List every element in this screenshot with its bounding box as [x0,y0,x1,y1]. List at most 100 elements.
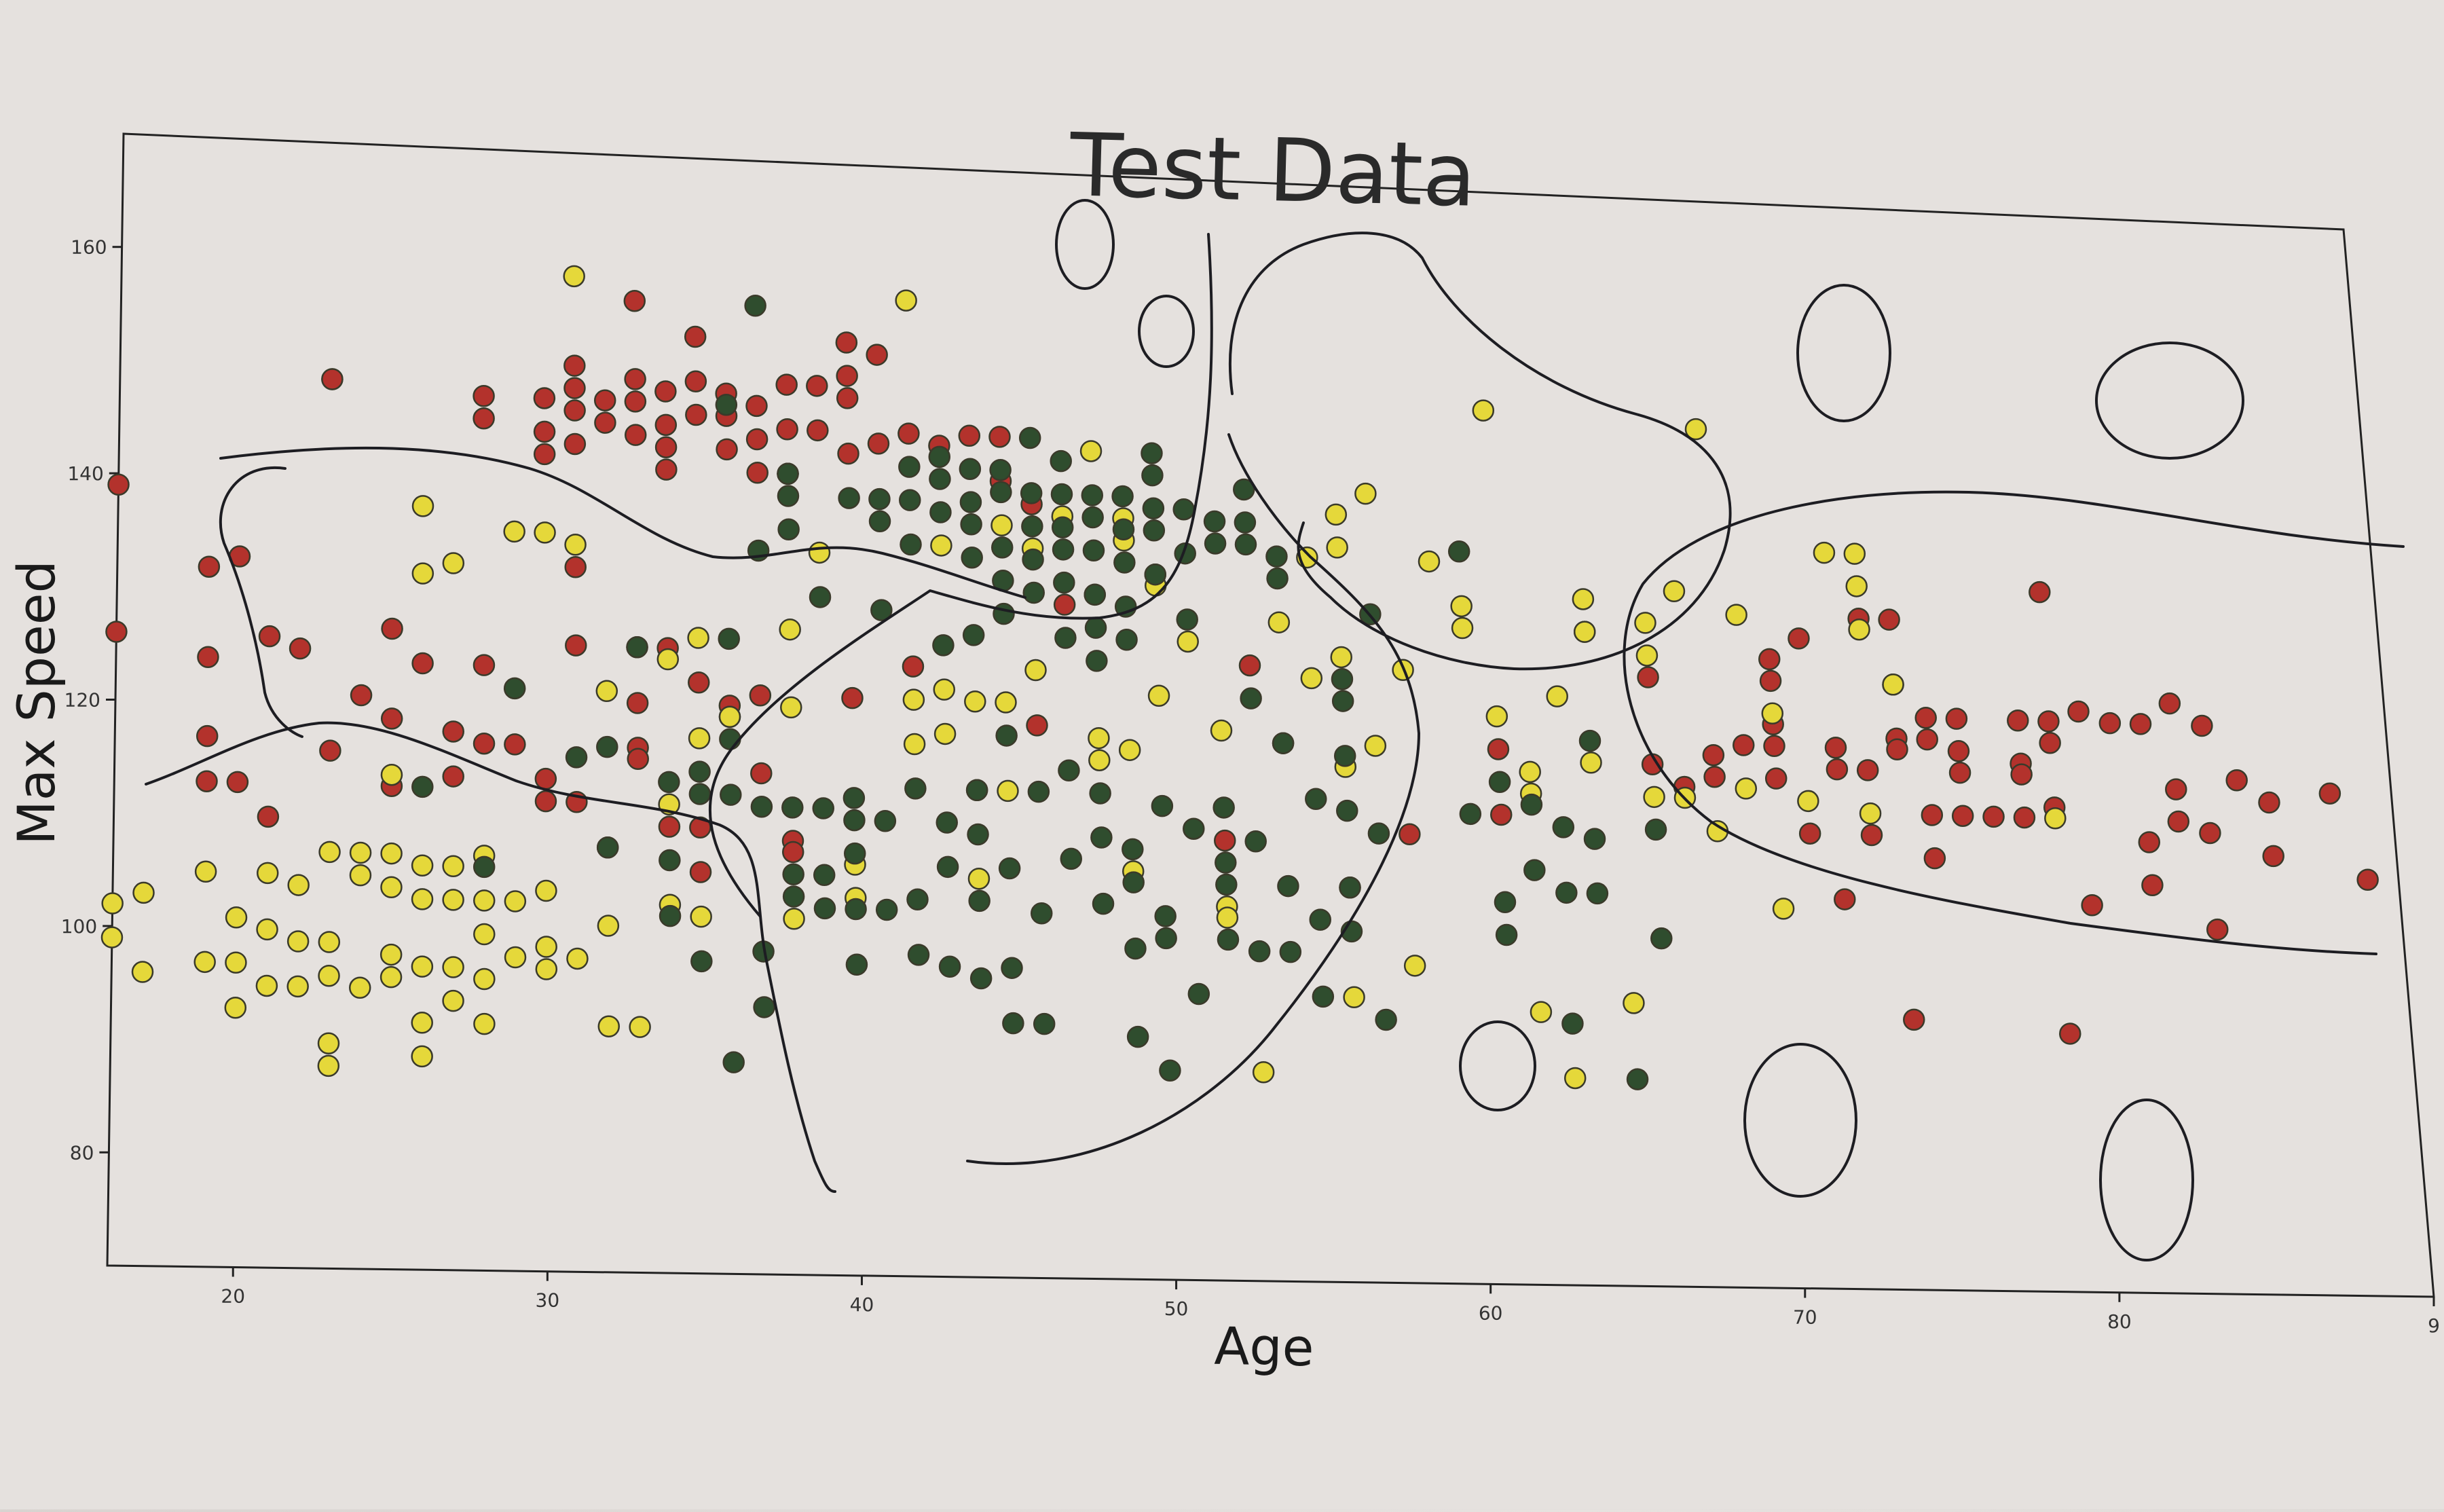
data-point-green [1082,539,1105,562]
data-point-red [1951,805,1974,827]
data-point-yellow [504,946,527,969]
data-point-yellow [1635,644,1659,667]
data-point-red [867,432,890,455]
data-point-green [781,796,804,819]
data-point-yellow [100,926,124,948]
data-point-red [716,438,738,461]
data-point-green [907,944,930,966]
data-point-yellow [2044,807,2067,830]
data-point-red [533,443,556,466]
data-point-red [257,805,280,828]
data-point-red [1903,1008,1925,1031]
data-point-red [380,707,403,730]
data-point-red [563,399,586,422]
data-point-green [868,510,891,533]
data-point-yellow [1859,802,1882,825]
data-point-yellow [193,951,216,974]
data-point-yellow [1343,986,1365,1009]
data-point-red [1923,847,1946,870]
data-point-green [722,1051,745,1073]
data-point-green [1081,484,1104,506]
data-point-green [1367,822,1390,845]
data-point-red [442,720,464,743]
data-point-green [959,458,982,480]
data-point-yellow [1252,1061,1275,1084]
data-point-red [1764,767,1788,790]
data-point-yellow [504,890,527,912]
data-point-green [1183,817,1205,840]
data-point-yellow [1177,630,1199,653]
data-point-red [258,625,281,648]
data-point-green [1154,905,1177,927]
data-point-red [564,555,587,578]
data-point-green [990,536,1014,559]
data-point-red [473,384,495,407]
data-point-yellow [256,918,278,941]
data-point-red [196,724,219,748]
data-point-red [1947,740,1970,762]
data-point-green [1240,687,1262,709]
data-point-green [969,967,993,990]
data-point-green [1141,442,1163,464]
data-point-yellow [286,930,310,953]
data-point-green [1050,449,1072,473]
data-point-red [1788,627,1810,650]
data-point-red [866,344,888,366]
data-point-green [843,809,866,832]
data-point-yellow [783,908,805,930]
data-point-green [995,724,1018,747]
data-point-green [1277,874,1299,898]
data-point-green [1495,923,1518,946]
data-point-green [929,501,952,523]
data-point-yellow [256,862,279,885]
data-point-yellow [503,520,525,543]
data-point-yellow [964,690,986,713]
data-point-yellow [808,541,831,564]
data-point-red [835,331,858,354]
data-point-yellow [535,936,557,958]
data-point-yellow [317,1054,340,1077]
data-point-green [813,897,836,920]
data-point-green [1217,928,1240,951]
ink-circle-7 [2099,1099,2194,1261]
chart-title: Test Data [1068,115,1477,227]
data-point-green [1058,759,1080,782]
data-point-green [1020,482,1043,504]
data-point-yellow [286,975,309,998]
data-point-green [503,677,526,700]
data-point-green [753,996,775,1018]
data-point-red [806,375,828,397]
y-tick-label: 80 [70,1141,94,1164]
data-point-green [813,864,836,887]
data-point-red [1758,648,1781,671]
data-point-yellow [1403,955,1426,977]
data-point-red [534,790,557,813]
data-point-red [1878,608,1900,631]
data-point-green [1159,1059,1181,1082]
data-point-green [1279,940,1302,963]
data-point-yellow [194,860,217,883]
data-point-yellow [656,648,680,671]
data-point-green [904,777,927,800]
data-point-green [1086,650,1108,672]
x-axis-label: Age [1214,1316,1315,1378]
data-point-yellow [1634,612,1656,634]
data-point-green [1204,532,1227,555]
data-point-green [659,904,682,927]
ink-circle-3 [1796,284,1891,422]
data-point-yellow [779,618,801,641]
data-point-green [932,634,955,657]
data-point-green [874,809,897,832]
data-point-red [1914,707,1937,729]
data-point-green [1050,483,1073,506]
data-point-green [960,513,982,536]
data-point-green [1626,1068,1649,1090]
data-point-green [1644,818,1667,841]
ink-circle-2 [1138,295,1195,368]
data-point-red [565,634,587,657]
data-point-red [624,424,647,446]
data-point-red [2199,822,2221,845]
data-point-green [1124,937,1147,960]
data-point-red [2167,810,2190,833]
